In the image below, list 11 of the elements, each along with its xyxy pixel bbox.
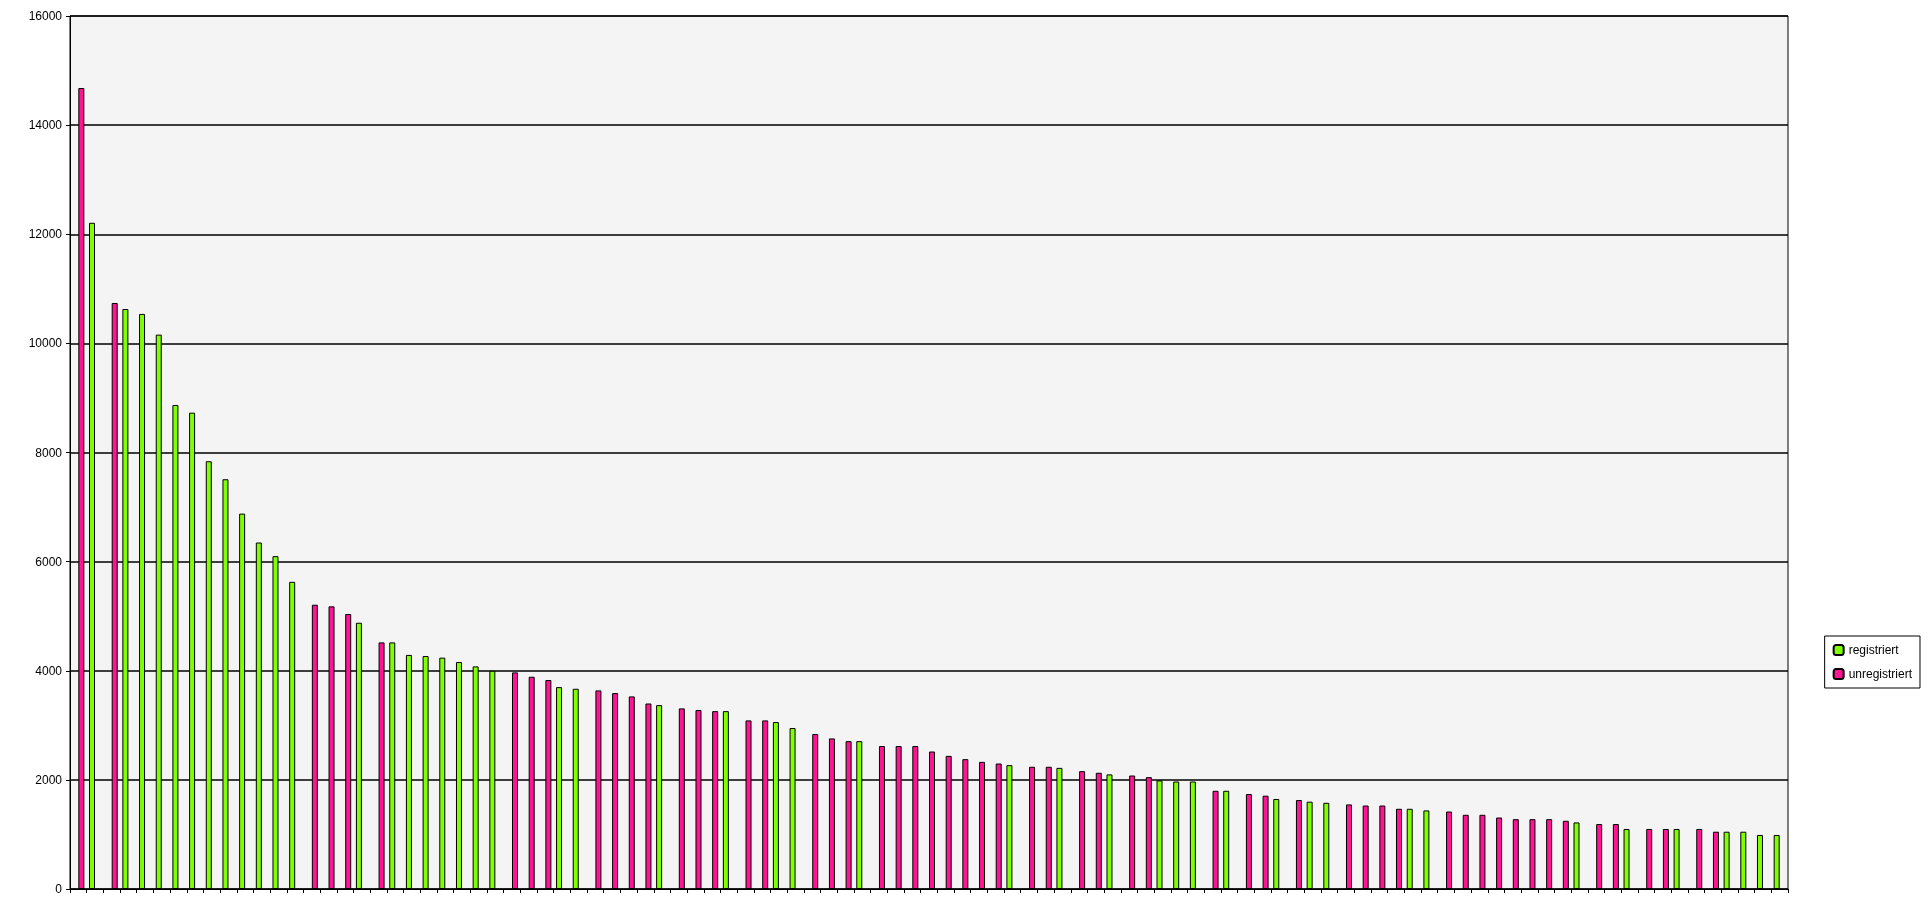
y-tick-label: 4000 xyxy=(35,663,63,678)
legend-label: registriert xyxy=(1848,643,1900,657)
y-tick-label: 14000 xyxy=(28,118,63,133)
y-tick-label: 8000 xyxy=(35,445,63,460)
y-tick-label: 0 xyxy=(55,882,63,896)
legend-label: unregistriert xyxy=(1848,667,1913,681)
y-tick-label: 2000 xyxy=(35,772,63,787)
y-tick-label: 12000 xyxy=(28,227,63,242)
y-tick-label: 16000 xyxy=(28,9,63,23)
y-tick-label: 6000 xyxy=(35,554,63,569)
y-tick-label: 10000 xyxy=(28,336,63,351)
